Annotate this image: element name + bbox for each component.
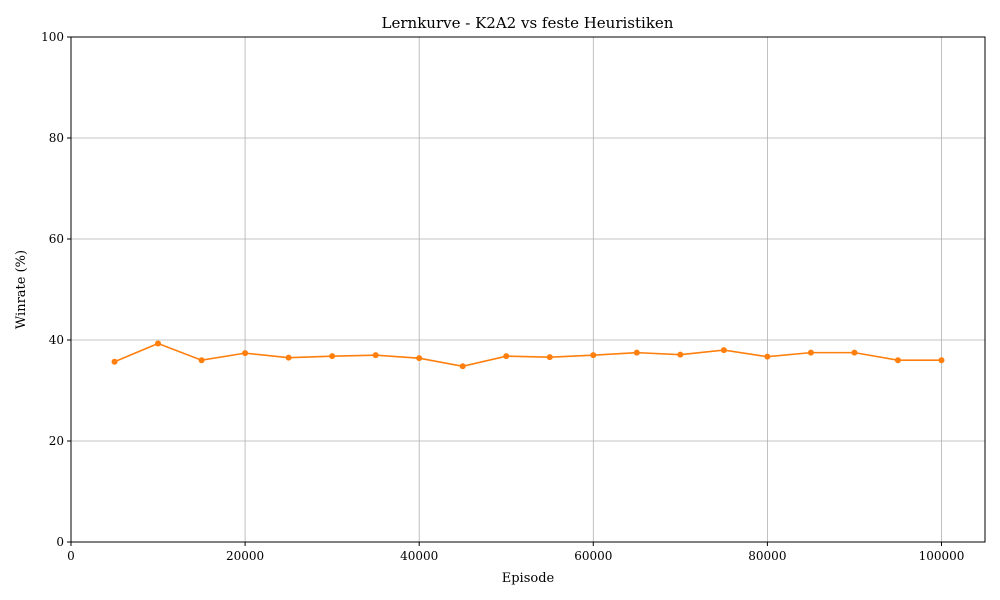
x-tick-label: 0 xyxy=(67,549,75,563)
data-point xyxy=(503,353,510,360)
data-point xyxy=(764,353,771,360)
chart-title: Lernkurve - K2A2 vs feste Heuristiken xyxy=(382,14,674,32)
series-layer xyxy=(111,340,945,370)
data-point xyxy=(894,357,901,364)
y-tick-label: 60 xyxy=(49,232,64,246)
data-point xyxy=(155,340,162,347)
data-point xyxy=(851,349,858,356)
data-point xyxy=(285,354,292,361)
y-tick-label: 80 xyxy=(49,131,64,145)
grid-lines xyxy=(70,36,985,543)
data-point xyxy=(372,352,379,359)
series-line xyxy=(114,342,942,368)
data-point xyxy=(677,351,684,358)
data-point xyxy=(590,352,597,359)
data-point xyxy=(720,347,727,354)
data-point xyxy=(111,358,118,365)
data-point xyxy=(198,357,205,364)
data-point xyxy=(329,353,336,360)
data-point xyxy=(938,357,945,364)
x-tick-label: 40000 xyxy=(400,549,438,563)
x-tick-label: 20000 xyxy=(226,549,264,563)
data-point xyxy=(633,349,640,356)
y-tick-label: 40 xyxy=(49,333,64,347)
x-axis-label: Episode xyxy=(502,571,555,586)
x-tick-label: 100000 xyxy=(919,549,965,563)
data-point xyxy=(459,363,466,370)
x-tick-label: 80000 xyxy=(748,549,786,563)
data-point xyxy=(546,354,553,361)
data-point xyxy=(416,355,423,362)
y-tick-label: 20 xyxy=(49,434,64,448)
data-point xyxy=(242,350,249,357)
plot-frame xyxy=(70,36,986,543)
axis-ticks: 0 20000 40000 60000 80000 100000 0 20 40 60 80 100 xyxy=(41,30,964,563)
y-tick-label: 0 xyxy=(56,535,64,549)
data-point xyxy=(807,349,814,356)
x-tick-label: 60000 xyxy=(574,549,612,563)
y-axis-label: Winrate (%) xyxy=(14,250,29,329)
y-tick-label: 100 xyxy=(41,30,64,44)
